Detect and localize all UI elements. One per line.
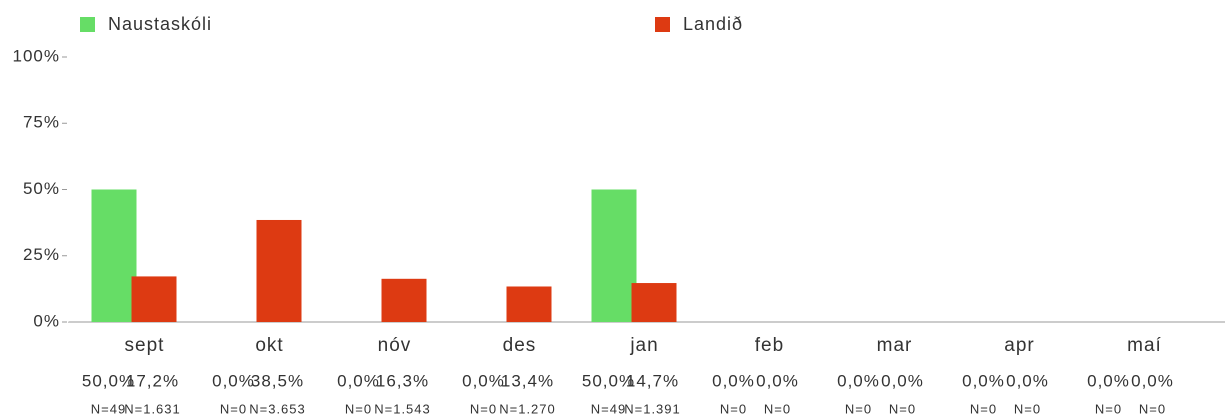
value-label: 16,3%	[376, 371, 429, 390]
x-tick-label: sept	[125, 335, 165, 356]
x-tick-label: maí	[1127, 335, 1162, 356]
bar	[631, 283, 677, 322]
value-label: 0,0%	[1087, 371, 1130, 390]
bar	[506, 286, 552, 322]
y-tick-label: 25%	[23, 245, 60, 264]
n-label: N=0	[1139, 401, 1166, 416]
value-label: 0,0%	[462, 371, 505, 390]
y-tick-label: 75%	[23, 113, 60, 132]
bar	[91, 189, 137, 322]
legend-label: Landið	[683, 14, 743, 34]
value-label: 0,0%	[756, 371, 799, 390]
x-tick-label: apr	[1004, 335, 1034, 356]
value-label: 0,0%	[1006, 371, 1049, 390]
y-tick-label: 0%	[33, 311, 60, 330]
n-label: N=0	[970, 401, 997, 416]
n-label: N=0	[764, 401, 791, 416]
legend-swatch	[655, 17, 670, 32]
x-tick-label: okt	[255, 335, 283, 356]
value-label: 38,5%	[251, 371, 304, 390]
value-label: 17,2%	[126, 371, 179, 390]
value-label: 0,0%	[212, 371, 255, 390]
n-label: N=0	[889, 401, 916, 416]
value-label: 0,0%	[337, 371, 380, 390]
n-label: N=3.653	[249, 401, 306, 416]
n-label: N=1.270	[499, 401, 556, 416]
value-label: 14,7%	[626, 371, 679, 390]
legend-label: Naustaskóli	[108, 14, 212, 34]
value-label: 13,4%	[501, 371, 554, 390]
value-label: 0,0%	[1131, 371, 1174, 390]
n-label: N=0	[720, 401, 747, 416]
x-tick-label: nóv	[378, 335, 412, 356]
x-tick-label: jan	[629, 335, 658, 356]
bar	[131, 276, 177, 322]
x-tick-label: mar	[877, 335, 913, 356]
n-label: N=0	[845, 401, 872, 416]
value-label: 0,0%	[712, 371, 755, 390]
bar	[256, 219, 302, 322]
y-tick-label: 100%	[13, 46, 60, 65]
value-label: 0,0%	[962, 371, 1005, 390]
bar	[381, 278, 427, 322]
n-label: N=0	[345, 401, 372, 416]
n-label: N=49	[91, 401, 126, 416]
n-label: N=49	[591, 401, 626, 416]
value-label: 0,0%	[881, 371, 924, 390]
n-label: N=1.631	[124, 401, 181, 416]
n-label: N=1.543	[374, 401, 431, 416]
value-label: 50,0%	[82, 371, 135, 390]
n-label: N=0	[220, 401, 247, 416]
n-label: N=1.391	[624, 401, 681, 416]
y-tick-label: 50%	[23, 179, 60, 198]
value-label: 50,0%	[582, 371, 635, 390]
x-tick-label: feb	[755, 335, 784, 356]
bar	[591, 189, 637, 322]
n-label: N=0	[470, 401, 497, 416]
x-tick-label: des	[503, 335, 537, 356]
n-label: N=0	[1095, 401, 1122, 416]
legend-swatch	[80, 17, 95, 32]
n-label: N=0	[1014, 401, 1041, 416]
value-label: 0,0%	[837, 371, 880, 390]
